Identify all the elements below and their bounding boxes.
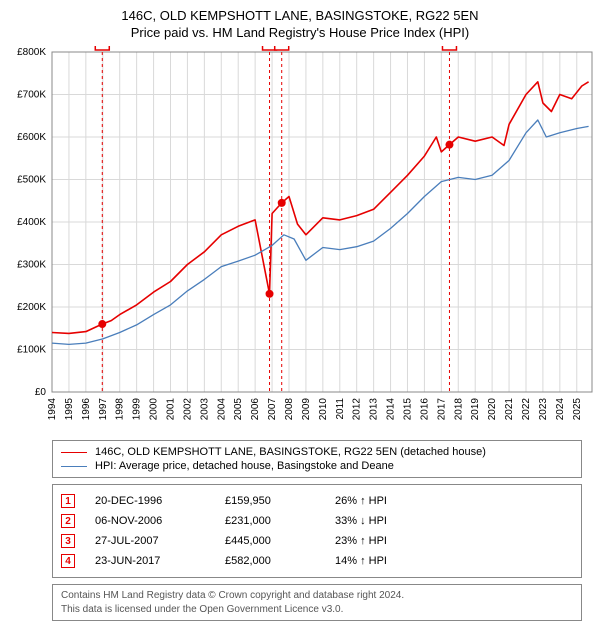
svg-text:2002: 2002 xyxy=(182,398,193,421)
event-price: £159,950 xyxy=(225,495,325,507)
event-delta: 23% ↑ HPI xyxy=(335,535,425,547)
svg-text:2020: 2020 xyxy=(487,398,498,421)
svg-text:2018: 2018 xyxy=(453,398,464,421)
svg-text:2000: 2000 xyxy=(149,398,160,421)
event-row: 4 23-JUN-2017 £582,000 14% ↑ HPI xyxy=(61,551,573,571)
title-line-2: Price paid vs. HM Land Registry's House … xyxy=(8,25,592,40)
legend-label-hpi: HPI: Average price, detached house, Basi… xyxy=(95,460,394,472)
svg-text:2006: 2006 xyxy=(250,398,261,421)
svg-text:2008: 2008 xyxy=(284,398,295,421)
event-price: £231,000 xyxy=(225,515,325,527)
event-marker: 4 xyxy=(61,554,75,568)
svg-text:2003: 2003 xyxy=(199,398,210,421)
legend-swatch-property xyxy=(61,452,87,453)
legend-box: 146C, OLD KEMPSHOTT LANE, BASINGSTOKE, R… xyxy=(52,440,582,478)
svg-text:3: 3 xyxy=(279,46,285,49)
svg-text:£500K: £500K xyxy=(17,175,46,186)
svg-text:1995: 1995 xyxy=(64,398,75,421)
event-delta: 14% ↑ HPI xyxy=(335,555,425,567)
svg-text:1998: 1998 xyxy=(115,398,126,421)
event-marker: 2 xyxy=(61,514,75,528)
svg-text:1996: 1996 xyxy=(81,398,92,421)
svg-text:2004: 2004 xyxy=(216,398,227,421)
svg-text:£200K: £200K xyxy=(17,302,46,313)
footer-line-1: Contains HM Land Registry data © Crown c… xyxy=(61,589,573,603)
svg-text:2013: 2013 xyxy=(369,398,380,421)
legend-swatch-hpi xyxy=(61,466,87,467)
svg-text:1999: 1999 xyxy=(132,398,143,421)
svg-text:£100K: £100K xyxy=(17,345,46,356)
footer-line-2: This data is licensed under the Open Gov… xyxy=(61,603,573,617)
events-table: 1 20-DEC-1996 £159,950 26% ↑ HPI 2 06-NOV-200… xyxy=(52,484,582,578)
svg-text:£600K: £600K xyxy=(17,132,46,143)
chart-title-block: 146C, OLD KEMPSHOTT LANE, BASINGSTOKE, R… xyxy=(8,8,592,40)
svg-text:2009: 2009 xyxy=(301,398,312,421)
svg-text:2: 2 xyxy=(267,46,273,49)
svg-text:£800K: £800K xyxy=(17,47,46,58)
chart-area: £0 £100K £200K £300K £400K £500K £600K £700K £80… xyxy=(8,46,592,432)
svg-text:2001: 2001 xyxy=(165,398,176,421)
legend-row-hpi: HPI: Average price, detached house, Basi… xyxy=(61,459,573,473)
svg-text:4: 4 xyxy=(447,46,453,49)
svg-text:2015: 2015 xyxy=(402,398,413,421)
svg-text:2014: 2014 xyxy=(386,398,397,421)
event-date: 27-JUL-2007 xyxy=(95,535,215,547)
svg-text:2024: 2024 xyxy=(555,398,566,421)
svg-text:2019: 2019 xyxy=(470,398,481,421)
title-line-1: 146C, OLD KEMPSHOTT LANE, BASINGSTOKE, R… xyxy=(8,8,592,23)
svg-text:£400K: £400K xyxy=(17,217,46,228)
legend-label-property: 146C, OLD KEMPSHOTT LANE, BASINGSTOKE, R… xyxy=(95,446,486,458)
event-date: 20-DEC-1996 xyxy=(95,495,215,507)
svg-text:£300K: £300K xyxy=(17,260,46,271)
svg-text:£0: £0 xyxy=(35,387,47,398)
event-delta: 26% ↑ HPI xyxy=(335,495,425,507)
chart-svg: £0 £100K £200K £300K £400K £500K £600K £700K £80… xyxy=(8,46,600,432)
svg-text:2012: 2012 xyxy=(352,398,363,421)
footer-box: Contains HM Land Registry data © Crown c… xyxy=(52,584,582,621)
svg-text:2007: 2007 xyxy=(267,398,278,421)
event-date: 06-NOV-2006 xyxy=(95,515,215,527)
event-date: 23-JUN-2017 xyxy=(95,555,215,567)
legend-row-property: 146C, OLD KEMPSHOTT LANE, BASINGSTOKE, R… xyxy=(61,445,573,459)
svg-text:2021: 2021 xyxy=(504,398,515,421)
svg-text:£700K: £700K xyxy=(17,90,46,101)
svg-text:2025: 2025 xyxy=(572,398,583,421)
svg-text:2023: 2023 xyxy=(538,398,549,421)
svg-text:2017: 2017 xyxy=(436,398,447,421)
svg-text:1997: 1997 xyxy=(98,398,109,421)
svg-text:2022: 2022 xyxy=(521,398,532,421)
event-row: 1 20-DEC-1996 £159,950 26% ↑ HPI xyxy=(61,491,573,511)
svg-text:2011: 2011 xyxy=(335,398,346,420)
event-marker: 3 xyxy=(61,534,75,548)
svg-text:2005: 2005 xyxy=(233,398,244,421)
svg-text:1: 1 xyxy=(99,46,105,49)
svg-text:1994: 1994 xyxy=(47,398,58,421)
svg-text:2016: 2016 xyxy=(419,398,430,421)
event-price: £445,000 xyxy=(225,535,325,547)
event-delta: 33% ↓ HPI xyxy=(335,515,425,527)
event-row: 2 06-NOV-2006 £231,000 33% ↓ HPI xyxy=(61,511,573,531)
svg-text:2010: 2010 xyxy=(318,398,329,421)
event-price: £582,000 xyxy=(225,555,325,567)
event-marker: 1 xyxy=(61,494,75,508)
event-row: 3 27-JUL-2007 £445,000 23% ↑ HPI xyxy=(61,531,573,551)
